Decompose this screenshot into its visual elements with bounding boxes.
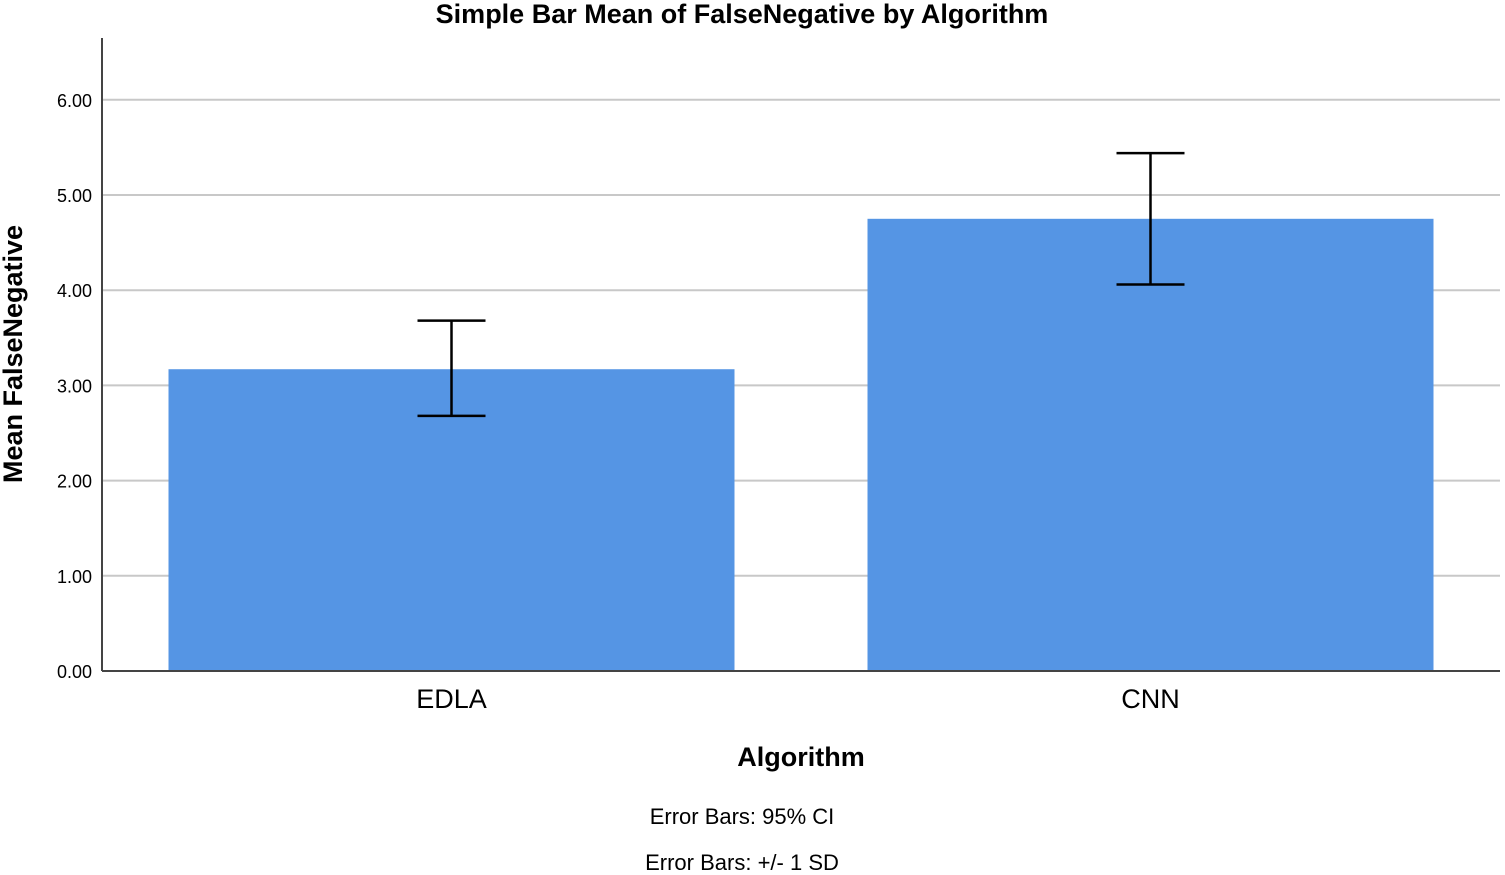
chart-title: Simple Bar Mean of FalseNegative by Algo…: [436, 0, 1049, 29]
x-axis-label: Algorithm: [737, 742, 865, 772]
y-tick-label-2: 2.00: [57, 472, 92, 492]
error-bar-cnn: [1116, 151, 1185, 286]
error-bar-edla: [417, 319, 486, 418]
y-tick-label-1: 1.00: [57, 567, 92, 587]
error-bar-note-sd: Error Bars: +/- 1 SD: [645, 850, 839, 875]
error-bars: [417, 151, 1185, 418]
y-tick-label-5: 5.00: [57, 186, 92, 206]
y-tick-label-3: 3.00: [57, 376, 92, 396]
y-tick-label-4: 4.00: [57, 281, 92, 301]
x-tick-labels: EDLA CNN: [416, 684, 1180, 714]
bars: [168, 218, 1434, 672]
bar-cnn: [867, 218, 1434, 672]
y-tick-label-0: 0.00: [57, 662, 92, 682]
y-tick-labels: 0.00 1.00 2.00 3.00 4.00 5.00 6.00: [57, 91, 92, 682]
y-tick-label-6: 6.00: [57, 91, 92, 111]
bar-edla: [168, 369, 735, 671]
x-tick-label-edla: EDLA: [416, 684, 487, 714]
x-tick-label-cnn: CNN: [1121, 684, 1180, 714]
error-bar-note-ci: Error Bars: 95% CI: [650, 804, 835, 829]
y-axis-label: Mean FalseNegative: [0, 225, 28, 483]
